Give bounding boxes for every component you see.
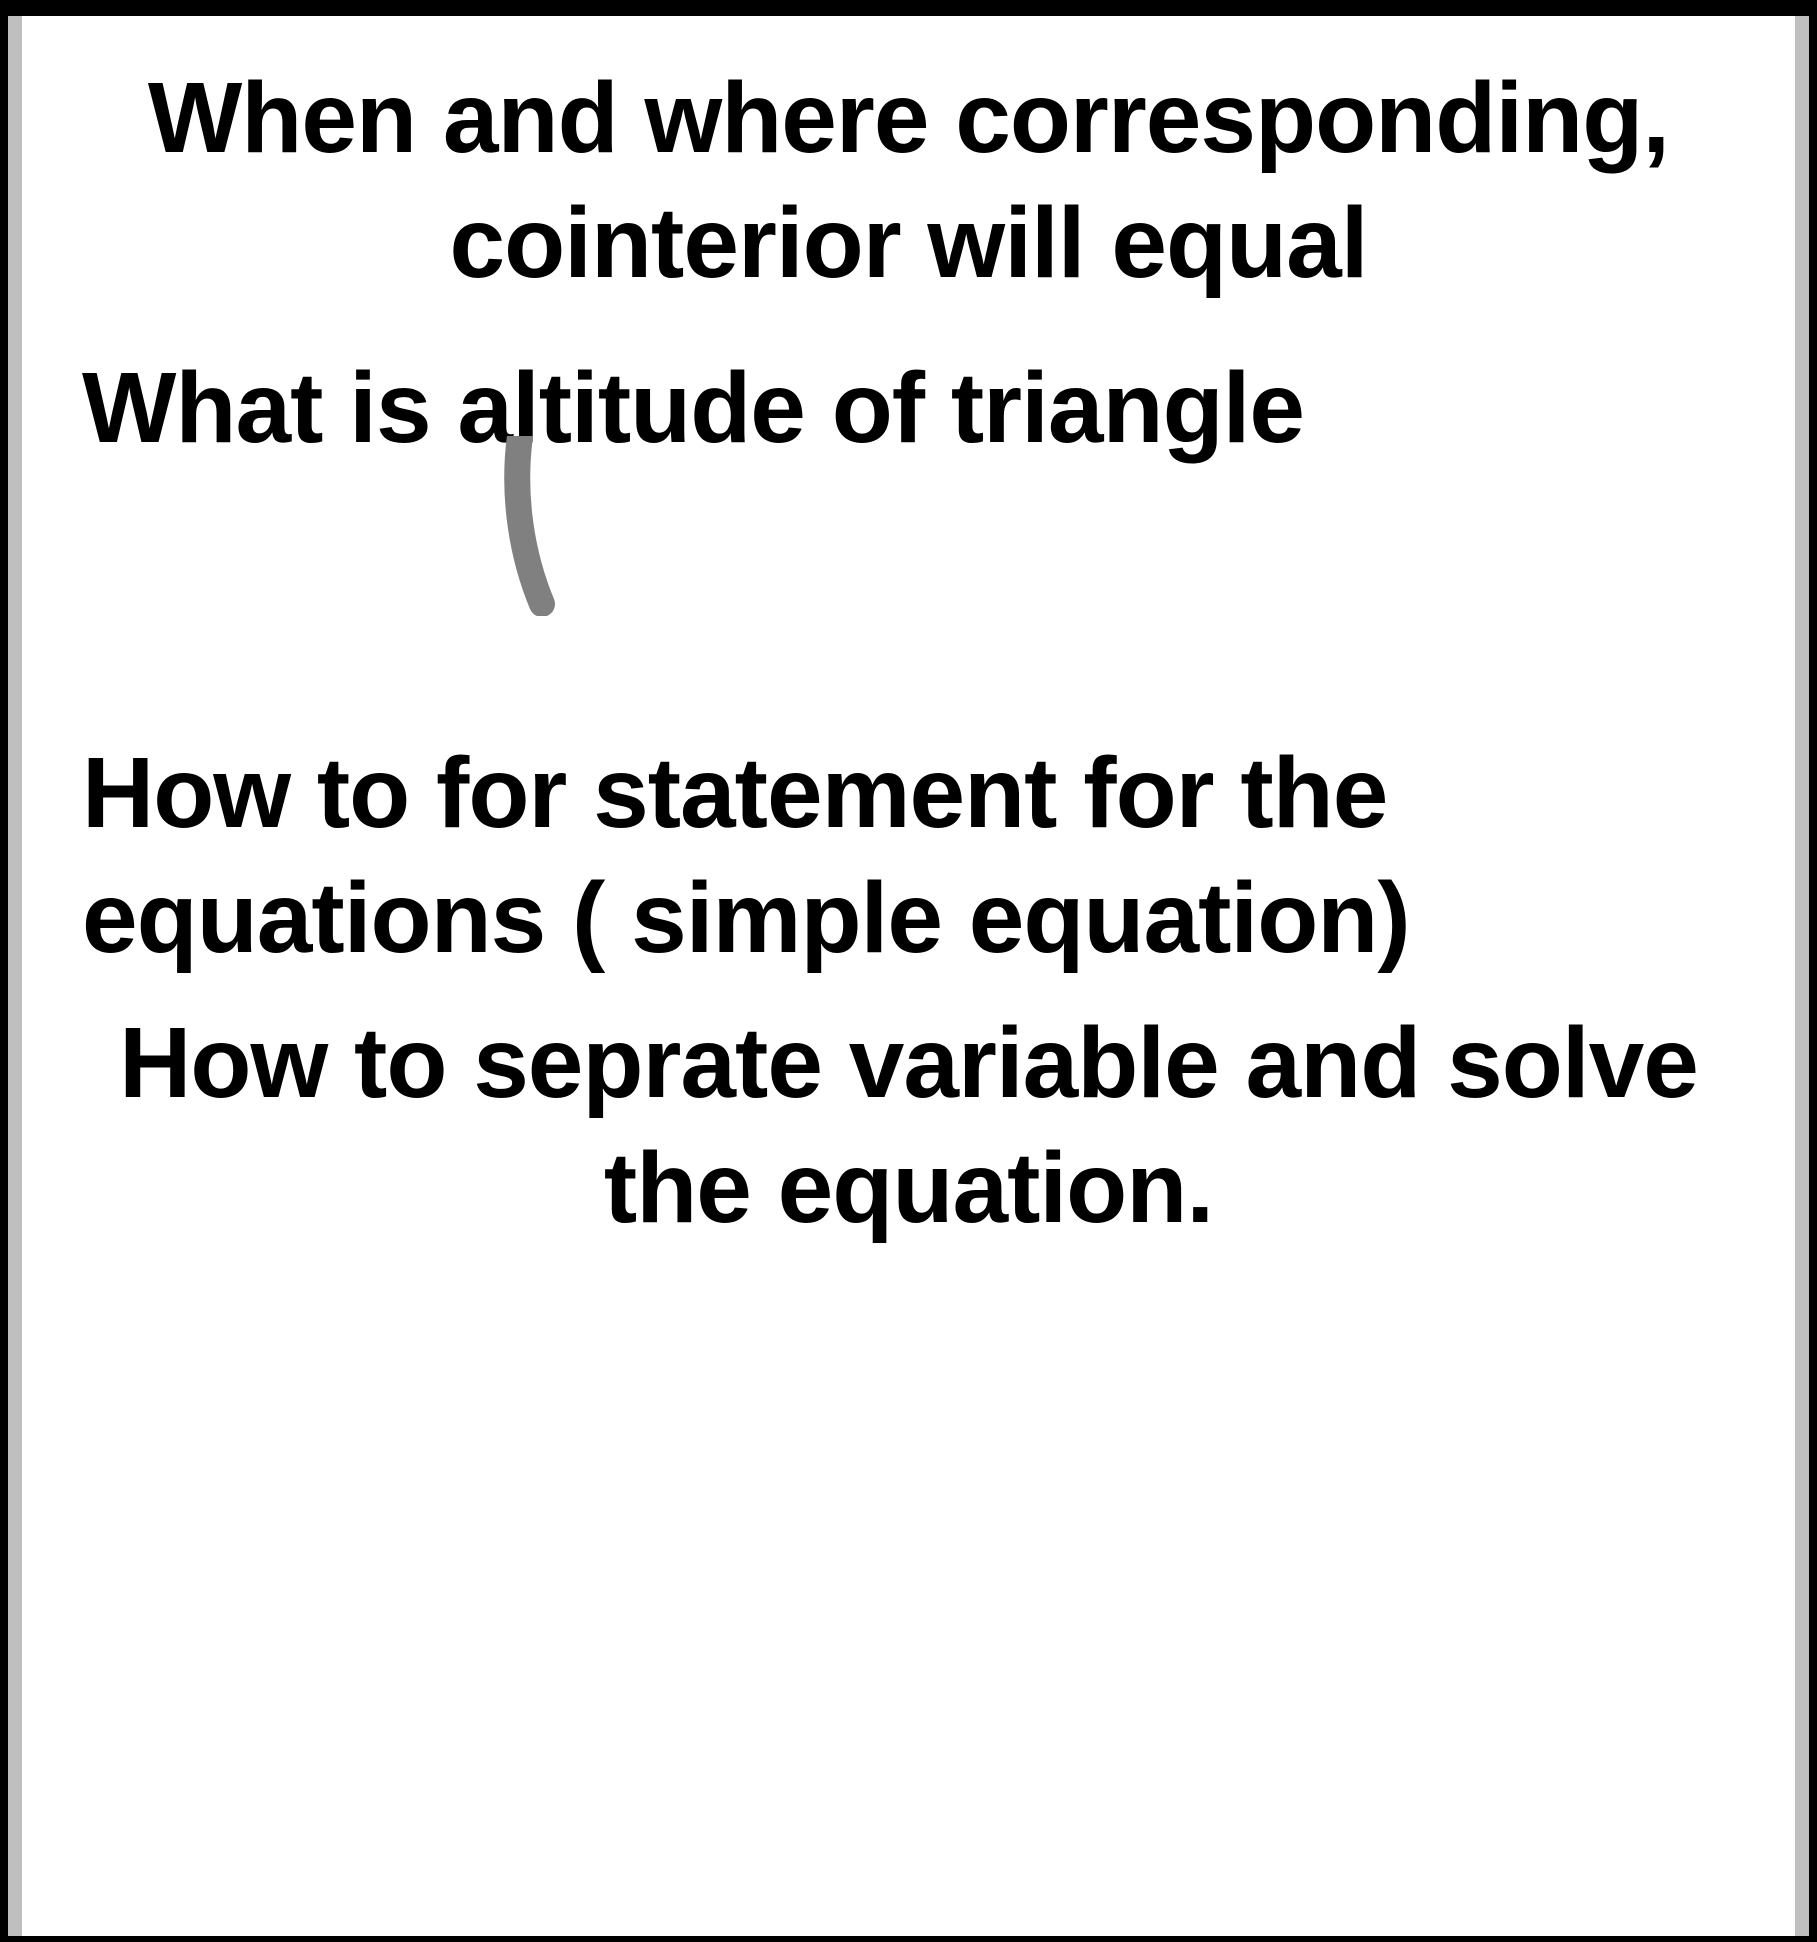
text-block-2: What is altitude of triangle <box>82 346 1735 471</box>
text-block-4: How to seprate variable and solve the eq… <box>82 1001 1735 1251</box>
text-block-3: How to for statement for the equations (… <box>82 731 1735 981</box>
outer-frame: When and where corresponding, cointerior… <box>0 0 1817 1936</box>
page-area: When and where corresponding, cointerior… <box>8 16 1809 1936</box>
text-block-1: When and where corresponding, cointerior… <box>82 56 1735 306</box>
